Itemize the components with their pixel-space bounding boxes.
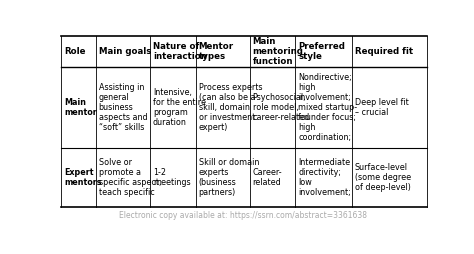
Text: Psychosocial,
role model,
career-related: Psychosocial, role model, career-related <box>253 93 310 122</box>
Text: Mentor
types: Mentor types <box>199 42 234 61</box>
Text: Preferred
style: Preferred style <box>298 42 345 61</box>
Text: Nature of
interaction: Nature of interaction <box>153 42 207 61</box>
Text: Process experts
(can also be a
skill, domain
or investment
expert): Process experts (can also be a skill, do… <box>199 83 262 132</box>
Text: Surface-level
(some degree
of deep-level): Surface-level (some degree of deep-level… <box>355 163 411 192</box>
Text: Main goals: Main goals <box>99 47 151 56</box>
Text: Skill or domain
experts
(business
partners): Skill or domain experts (business partne… <box>199 158 259 197</box>
Text: Intermediate
directivity;
low
involvement;: Intermediate directivity; low involvemen… <box>298 158 351 197</box>
Text: Career-
related: Career- related <box>253 168 282 187</box>
Text: Nondirective;
high
involvement;
mixed startup-
founder focus;
high
coordination;: Nondirective; high involvement; mixed st… <box>298 73 357 142</box>
Text: Expert
mentors: Expert mentors <box>64 168 101 187</box>
Text: Intensive,
for the entire
program
duration: Intensive, for the entire program durati… <box>153 88 206 127</box>
Text: Role: Role <box>64 47 85 56</box>
Text: Main
mentoring
function: Main mentoring function <box>253 37 303 66</box>
Text: Assisting in
general
business
aspects and
“soft” skills: Assisting in general business aspects an… <box>99 83 147 132</box>
Text: Deep level fit
– crucial: Deep level fit – crucial <box>355 98 409 117</box>
Text: Solve or
promote a
specific aspect,
teach specific: Solve or promote a specific aspect, teac… <box>99 158 161 197</box>
Text: Required fit: Required fit <box>355 47 413 56</box>
Text: Electronic copy available at: https://ssrn.com/abstract=3361638: Electronic copy available at: https://ss… <box>119 211 367 220</box>
Text: Main
mentor: Main mentor <box>64 98 97 117</box>
Text: 1-2
meetings: 1-2 meetings <box>153 168 191 187</box>
